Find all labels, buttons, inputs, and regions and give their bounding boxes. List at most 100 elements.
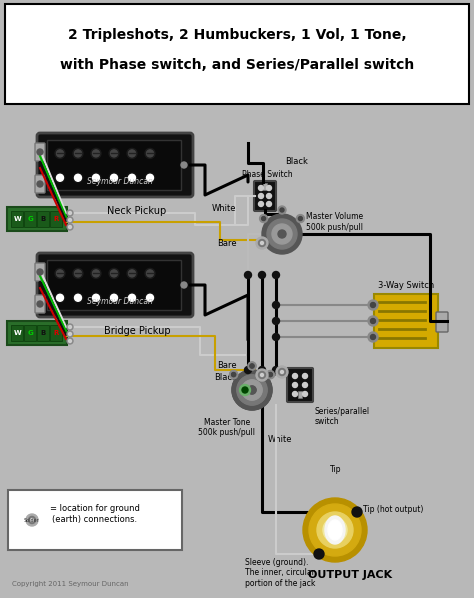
- FancyBboxPatch shape: [11, 325, 24, 340]
- Circle shape: [146, 150, 154, 157]
- Circle shape: [258, 271, 265, 279]
- Circle shape: [272, 224, 292, 244]
- FancyBboxPatch shape: [37, 133, 193, 197]
- Circle shape: [258, 194, 264, 199]
- Text: W: W: [14, 216, 21, 222]
- FancyBboxPatch shape: [51, 210, 63, 227]
- Text: B: B: [41, 216, 46, 222]
- Text: G: G: [27, 216, 33, 222]
- Circle shape: [92, 270, 100, 277]
- Circle shape: [266, 371, 274, 379]
- Circle shape: [237, 375, 267, 405]
- Circle shape: [229, 371, 237, 379]
- Text: 2 Tripleshots, 2 Humbuckers, 1 Vol, 1 Tone,: 2 Tripleshots, 2 Humbuckers, 1 Vol, 1 To…: [68, 28, 406, 42]
- Text: R: R: [54, 330, 59, 336]
- Circle shape: [292, 383, 298, 388]
- Circle shape: [262, 214, 302, 254]
- Circle shape: [248, 362, 256, 370]
- Circle shape: [109, 148, 119, 158]
- Circle shape: [146, 294, 154, 301]
- Circle shape: [303, 498, 367, 562]
- Circle shape: [128, 294, 136, 301]
- Circle shape: [368, 316, 378, 326]
- Circle shape: [67, 217, 73, 223]
- Circle shape: [145, 148, 155, 158]
- Circle shape: [371, 334, 375, 340]
- Circle shape: [73, 173, 83, 183]
- Circle shape: [67, 338, 73, 344]
- Circle shape: [315, 550, 323, 558]
- Circle shape: [55, 269, 65, 279]
- Circle shape: [258, 367, 265, 374]
- FancyBboxPatch shape: [7, 321, 67, 345]
- Circle shape: [37, 149, 43, 155]
- Text: White: White: [268, 435, 292, 444]
- Circle shape: [314, 549, 324, 559]
- FancyBboxPatch shape: [374, 294, 438, 348]
- Circle shape: [37, 301, 43, 307]
- Circle shape: [260, 215, 268, 222]
- FancyBboxPatch shape: [25, 210, 36, 227]
- Circle shape: [262, 216, 265, 221]
- FancyBboxPatch shape: [436, 312, 448, 332]
- Circle shape: [273, 301, 280, 309]
- Text: OUTPUT JACK: OUTPUT JACK: [308, 570, 392, 580]
- FancyBboxPatch shape: [25, 325, 36, 340]
- Circle shape: [242, 380, 262, 400]
- FancyBboxPatch shape: [8, 490, 182, 550]
- Circle shape: [145, 269, 155, 279]
- FancyBboxPatch shape: [287, 368, 313, 402]
- Circle shape: [292, 392, 298, 396]
- FancyBboxPatch shape: [35, 295, 45, 313]
- Circle shape: [128, 150, 136, 157]
- Circle shape: [56, 174, 64, 181]
- Circle shape: [92, 294, 100, 301]
- Circle shape: [74, 150, 82, 157]
- Circle shape: [37, 269, 43, 275]
- Circle shape: [73, 148, 83, 158]
- Circle shape: [273, 367, 280, 374]
- Circle shape: [146, 270, 154, 277]
- Circle shape: [74, 270, 82, 277]
- Text: Tip (hot output): Tip (hot output): [363, 505, 423, 514]
- Circle shape: [229, 371, 237, 379]
- Circle shape: [278, 206, 286, 214]
- Circle shape: [91, 148, 101, 158]
- Circle shape: [110, 174, 118, 181]
- Text: G: G: [27, 330, 33, 336]
- Circle shape: [26, 514, 38, 526]
- Circle shape: [273, 318, 280, 325]
- Circle shape: [74, 294, 82, 301]
- FancyBboxPatch shape: [5, 4, 469, 104]
- Text: with Phase switch, and Series/Parallel switch: with Phase switch, and Series/Parallel s…: [60, 58, 414, 72]
- Circle shape: [281, 371, 283, 374]
- Circle shape: [245, 367, 252, 374]
- FancyBboxPatch shape: [47, 260, 181, 310]
- Circle shape: [317, 512, 353, 548]
- Circle shape: [69, 325, 72, 328]
- Circle shape: [127, 269, 137, 279]
- Circle shape: [69, 225, 72, 228]
- Circle shape: [37, 181, 43, 187]
- Text: Bare: Bare: [218, 240, 237, 249]
- Circle shape: [55, 173, 65, 183]
- Text: Black: Black: [214, 374, 237, 383]
- Circle shape: [145, 173, 155, 183]
- Circle shape: [279, 368, 285, 376]
- Circle shape: [110, 150, 118, 157]
- FancyBboxPatch shape: [35, 175, 45, 193]
- Circle shape: [127, 293, 137, 303]
- Circle shape: [302, 374, 308, 379]
- FancyBboxPatch shape: [37, 325, 49, 340]
- Circle shape: [267, 219, 297, 249]
- FancyBboxPatch shape: [35, 263, 45, 281]
- Circle shape: [250, 364, 254, 368]
- Circle shape: [266, 194, 272, 199]
- Circle shape: [368, 300, 378, 310]
- Circle shape: [69, 218, 72, 221]
- Circle shape: [266, 185, 272, 191]
- Circle shape: [92, 150, 100, 157]
- Circle shape: [181, 162, 187, 168]
- Circle shape: [92, 174, 100, 181]
- Text: Black: Black: [285, 157, 308, 166]
